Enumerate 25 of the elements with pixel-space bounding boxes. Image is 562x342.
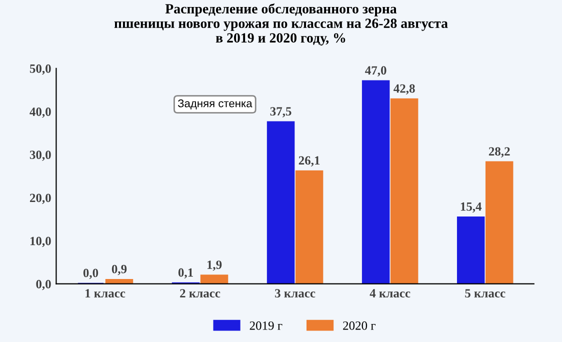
data-label: 0,1 [178,268,193,279]
legend-label: 2019 г [250,321,282,330]
annotation: Задняя стенка [178,99,252,110]
data-label: 47,0 [365,66,386,76]
x-tick-label: 3 класс [275,289,316,298]
y-tick-label: 30,0 [30,150,51,161]
y-tick-label: 0,0 [36,280,51,290]
data-label: 42,8 [394,84,415,95]
y-tick-label: 20,0 [30,194,51,204]
x-tick-label: 2 класс [180,289,220,298]
y-tick-label: 50,0 [30,64,51,75]
data-label: 26,1 [298,156,320,166]
legend-label: 2020 г [343,321,376,330]
x-tick-label: 5 класс [465,289,506,298]
data-label: 0,0 [83,268,98,279]
data-label: 15,4 [460,202,482,213]
chart-title: Распределение обследованного зерна пшеницы нового урожая по классам на 26-28 августа в 2019 и 2020 году, % [114,3,448,46]
y-tick-label: 40,0 [30,108,51,118]
x-tick-label: 4 класс [370,289,410,298]
data-label: 1,9 [207,260,222,271]
data-label: 28,2 [488,147,510,158]
y-tick-label: 10,0 [30,236,51,248]
x-tick-label: 1 класс [86,289,126,298]
data-label: 0,9 [112,264,127,276]
data-label: 37,5 [270,107,292,118]
